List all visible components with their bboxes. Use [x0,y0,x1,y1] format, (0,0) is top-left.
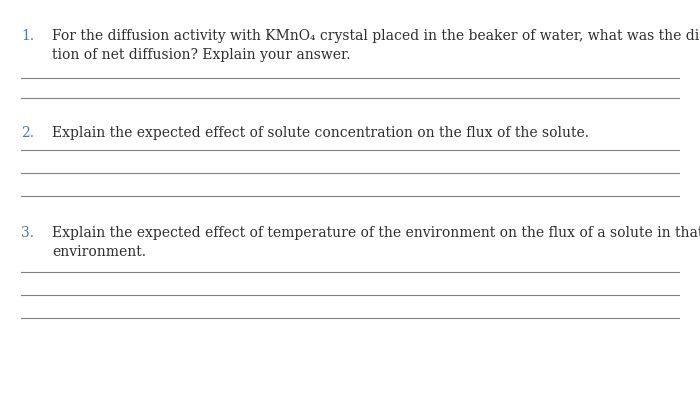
Text: Explain the expected effect of solute concentration on the flux of the solute.: Explain the expected effect of solute co… [52,126,589,140]
Text: 2.: 2. [21,126,34,140]
Text: tion of net diffusion? Explain your answer.: tion of net diffusion? Explain your answ… [52,47,351,62]
Text: 3.: 3. [21,225,34,239]
Text: 1.: 1. [21,29,34,43]
Text: environment.: environment. [52,244,146,259]
Text: Explain the expected effect of temperature of the environment on the flux of a s: Explain the expected effect of temperatu… [52,225,700,239]
Text: For the diffusion activity with KMnO₄ crystal placed in the beaker of water, wha: For the diffusion activity with KMnO₄ cr… [52,29,700,43]
